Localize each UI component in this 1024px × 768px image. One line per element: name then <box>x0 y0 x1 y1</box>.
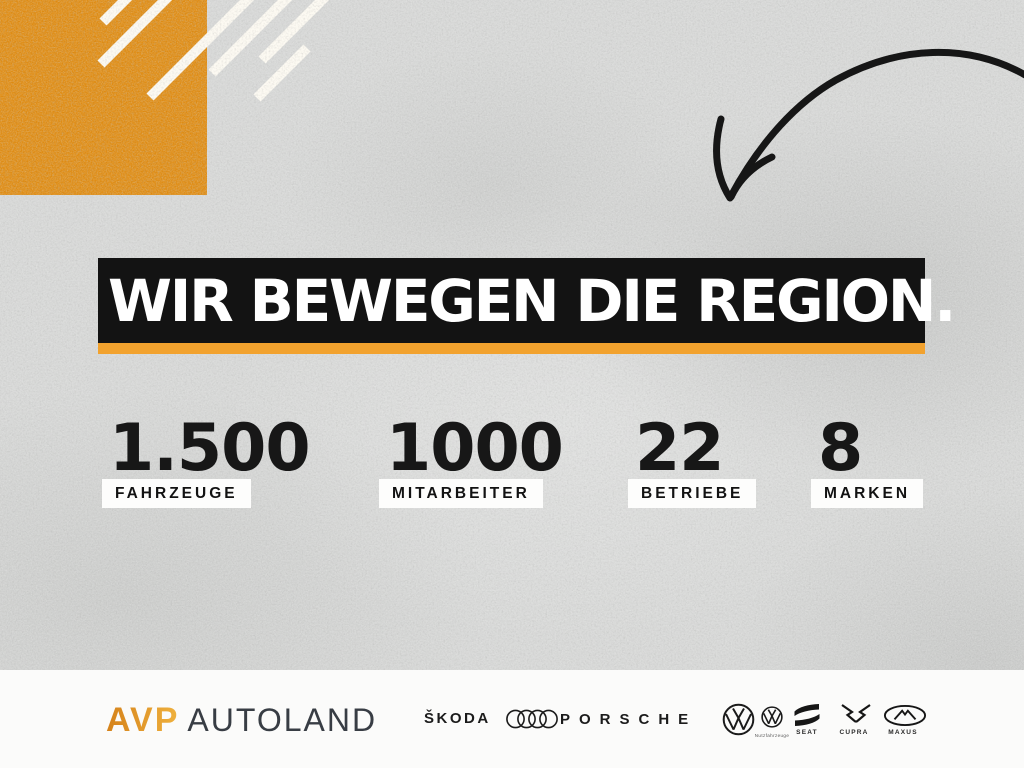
stat-marken: 8 MARKEN <box>811 411 924 508</box>
stat-fahrzeuge: 1.500 FAHRZEUGE <box>102 411 311 508</box>
stat-label: BETRIEBE <box>628 479 757 508</box>
stat-mitarbeiter: 1000 MITARBEITER <box>379 411 564 508</box>
stat-label: FAHRZEUGE <box>102 479 251 508</box>
cupra-icon <box>841 704 871 723</box>
headline-banner: WIR BEWEGEN DIE REGION. <box>98 258 956 343</box>
maxus-caption: MAXUS <box>888 729 918 736</box>
avp-logo-prefix: AVP <box>106 700 180 739</box>
porsche-wordmark: PORSCHE <box>560 711 698 728</box>
maxus-icon <box>883 704 927 727</box>
footer-bar: AVP AUTOLAND ŠKODA PORSCHE N <box>0 670 1024 768</box>
stat-betriebe: 22 BETRIEBE <box>628 411 757 508</box>
orange-square-decoration <box>0 0 207 195</box>
stat-value: 1000 <box>386 411 564 486</box>
audi-rings-icon <box>506 709 558 729</box>
seat-caption: SEAT <box>796 729 818 736</box>
avp-logo-suffix: AUTOLAND <box>187 701 378 738</box>
stat-label: MITARBEITER <box>379 479 543 508</box>
stat-value: 1.500 <box>109 411 311 486</box>
cupra-caption: CUPRA <box>839 729 869 736</box>
vw-nutzfahrzeuge-caption: Nutzfahrzeuge <box>754 733 790 738</box>
stat-value: 8 <box>818 411 863 486</box>
volkswagen-icon <box>722 703 755 736</box>
stat-label: MARKEN <box>811 479 924 508</box>
headline-text: WIR BEWEGEN DIE REGION. <box>108 266 956 335</box>
skoda-wordmark: ŠKODA <box>424 710 491 727</box>
headline-underline <box>98 343 925 354</box>
avp-autoland-logo: AVP AUTOLAND <box>106 701 377 739</box>
stat-value: 22 <box>635 411 724 486</box>
vw-nutzfahrzeuge-icon <box>761 706 783 728</box>
seat-icon <box>794 704 820 726</box>
